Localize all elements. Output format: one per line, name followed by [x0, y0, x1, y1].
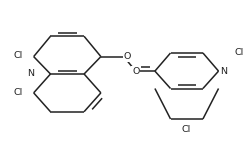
Text: O: O	[124, 52, 131, 61]
Text: Cl: Cl	[13, 51, 23, 60]
Text: Cl: Cl	[234, 48, 243, 57]
Text: Cl: Cl	[13, 88, 23, 97]
Text: O: O	[132, 67, 139, 76]
Text: Cl: Cl	[182, 125, 191, 134]
Text: N: N	[27, 70, 34, 78]
Text: N: N	[220, 67, 227, 76]
